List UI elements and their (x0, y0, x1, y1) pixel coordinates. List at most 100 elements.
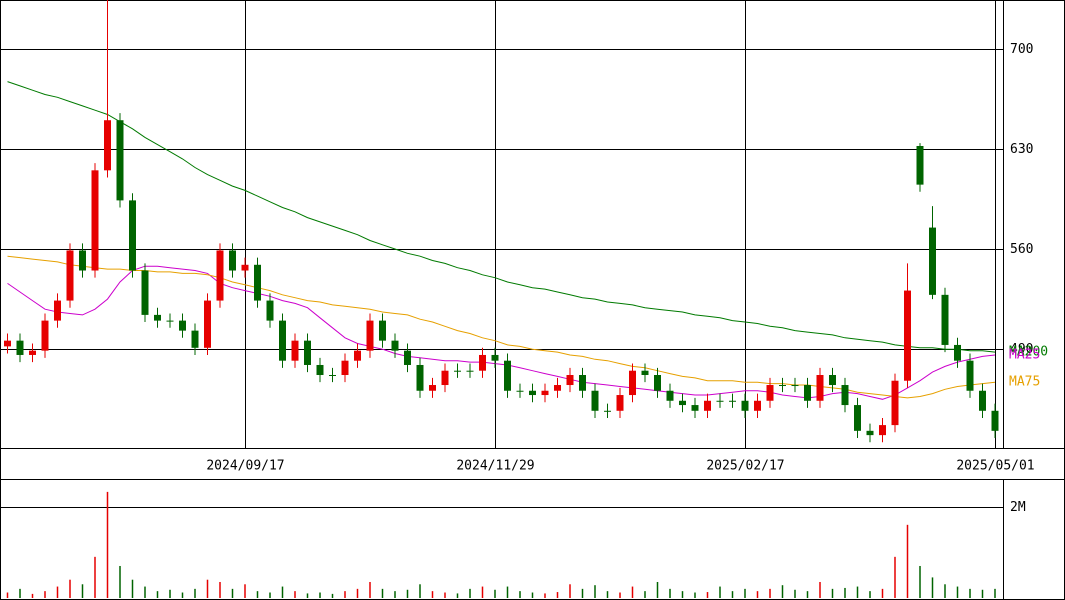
candle-body (229, 250, 236, 271)
y-tick-label: 2M (1010, 500, 1026, 515)
y-tick-label: 700 (1010, 42, 1033, 57)
candle-body (529, 390, 536, 396)
candle-body (766, 385, 774, 401)
candle-body (754, 400, 761, 411)
volume-bar (144, 586, 146, 598)
volume-bar (369, 581, 371, 598)
candle-body (441, 370, 449, 386)
volume-bar (19, 588, 21, 598)
candle-body (429, 385, 436, 391)
candle-body (466, 370, 474, 372)
volume-bar (594, 585, 596, 598)
ma-line (7, 81, 996, 353)
legend-label: MA200 (1009, 345, 1048, 360)
candle-body (4, 340, 11, 347)
x-tick-label: 2025/02/17 (706, 459, 784, 474)
volume-bar (194, 588, 196, 598)
candle-body (941, 294, 949, 345)
candle-body (154, 314, 161, 321)
candle-body (29, 350, 36, 355)
candle-body (254, 264, 261, 301)
legend-label: MA75 (1009, 375, 1040, 390)
candle-body (504, 360, 511, 391)
volume-bar (231, 588, 234, 598)
candle-body (479, 354, 486, 371)
volume-bar (694, 592, 696, 598)
candle-body (641, 370, 649, 376)
legend-label: MA25 (1009, 347, 1040, 362)
candle-body (554, 385, 561, 391)
candle-body (66, 250, 74, 301)
candle-body (891, 380, 899, 426)
candle-body (729, 400, 736, 402)
volume-bar (906, 524, 909, 598)
volume-bar (619, 592, 621, 598)
candle-body (879, 425, 886, 436)
candle-body (266, 300, 274, 321)
volume-bar (731, 591, 734, 598)
volume-bar (744, 588, 746, 598)
volume-bar (844, 587, 846, 598)
volume-bar (881, 588, 884, 598)
volume-bar (456, 593, 459, 598)
candle-body (704, 400, 711, 411)
candle-body (404, 350, 411, 365)
candle-body (104, 120, 111, 171)
candle-body (91, 170, 99, 271)
volume-bar (169, 589, 171, 598)
candle-body (679, 400, 686, 406)
candle-body (629, 370, 636, 396)
candle-body (241, 264, 249, 271)
candle-body (916, 145, 924, 185)
x-tick-label: 2024/11/29 (456, 459, 534, 474)
volume-bar (206, 579, 209, 598)
volume-bar (681, 591, 684, 598)
candle-body (16, 340, 24, 355)
volume-bar (244, 584, 246, 598)
candle-body (604, 410, 611, 412)
volume-bar (394, 591, 396, 598)
candle-body (54, 300, 61, 321)
volume-bar (306, 593, 309, 598)
candle-body (191, 330, 199, 348)
volume-bar (581, 588, 584, 598)
volume-bar (706, 592, 709, 598)
candle-body (379, 320, 386, 341)
volume-bar (506, 586, 509, 598)
candle-body (654, 375, 661, 391)
x-tick-label: 2024/09/17 (206, 459, 284, 474)
volume-bar (756, 591, 759, 598)
volume-bar (894, 556, 896, 598)
volume-bar (44, 591, 46, 598)
candle-body (741, 400, 749, 411)
candle-body (541, 390, 549, 396)
volume-bar (606, 591, 609, 598)
ma-line (7, 255, 996, 399)
candle-body (354, 350, 361, 361)
volume-bar (406, 589, 409, 598)
volume-bar (806, 591, 809, 598)
volume-bar (181, 592, 184, 598)
candle-body (816, 375, 824, 401)
volume-bar (131, 579, 134, 598)
volume-bar (781, 585, 784, 598)
candle-body (779, 385, 786, 387)
candle-body (391, 340, 399, 351)
volume-bar (869, 591, 871, 598)
candle-body (904, 290, 911, 381)
volume-bar (719, 586, 721, 598)
volume-bar (856, 586, 859, 598)
volume-bar (981, 589, 984, 598)
candle-body (179, 320, 186, 331)
volume-bar (119, 565, 121, 598)
candle-body (129, 200, 136, 271)
volume-bar (269, 592, 271, 598)
volume-bar (469, 588, 471, 598)
volume-bar (56, 586, 59, 598)
candle-body (141, 270, 149, 315)
volume-bar (819, 581, 821, 598)
volume-bar (6, 592, 9, 598)
candle-body (566, 375, 574, 386)
candle-body (579, 375, 586, 391)
candle-body (841, 385, 849, 406)
